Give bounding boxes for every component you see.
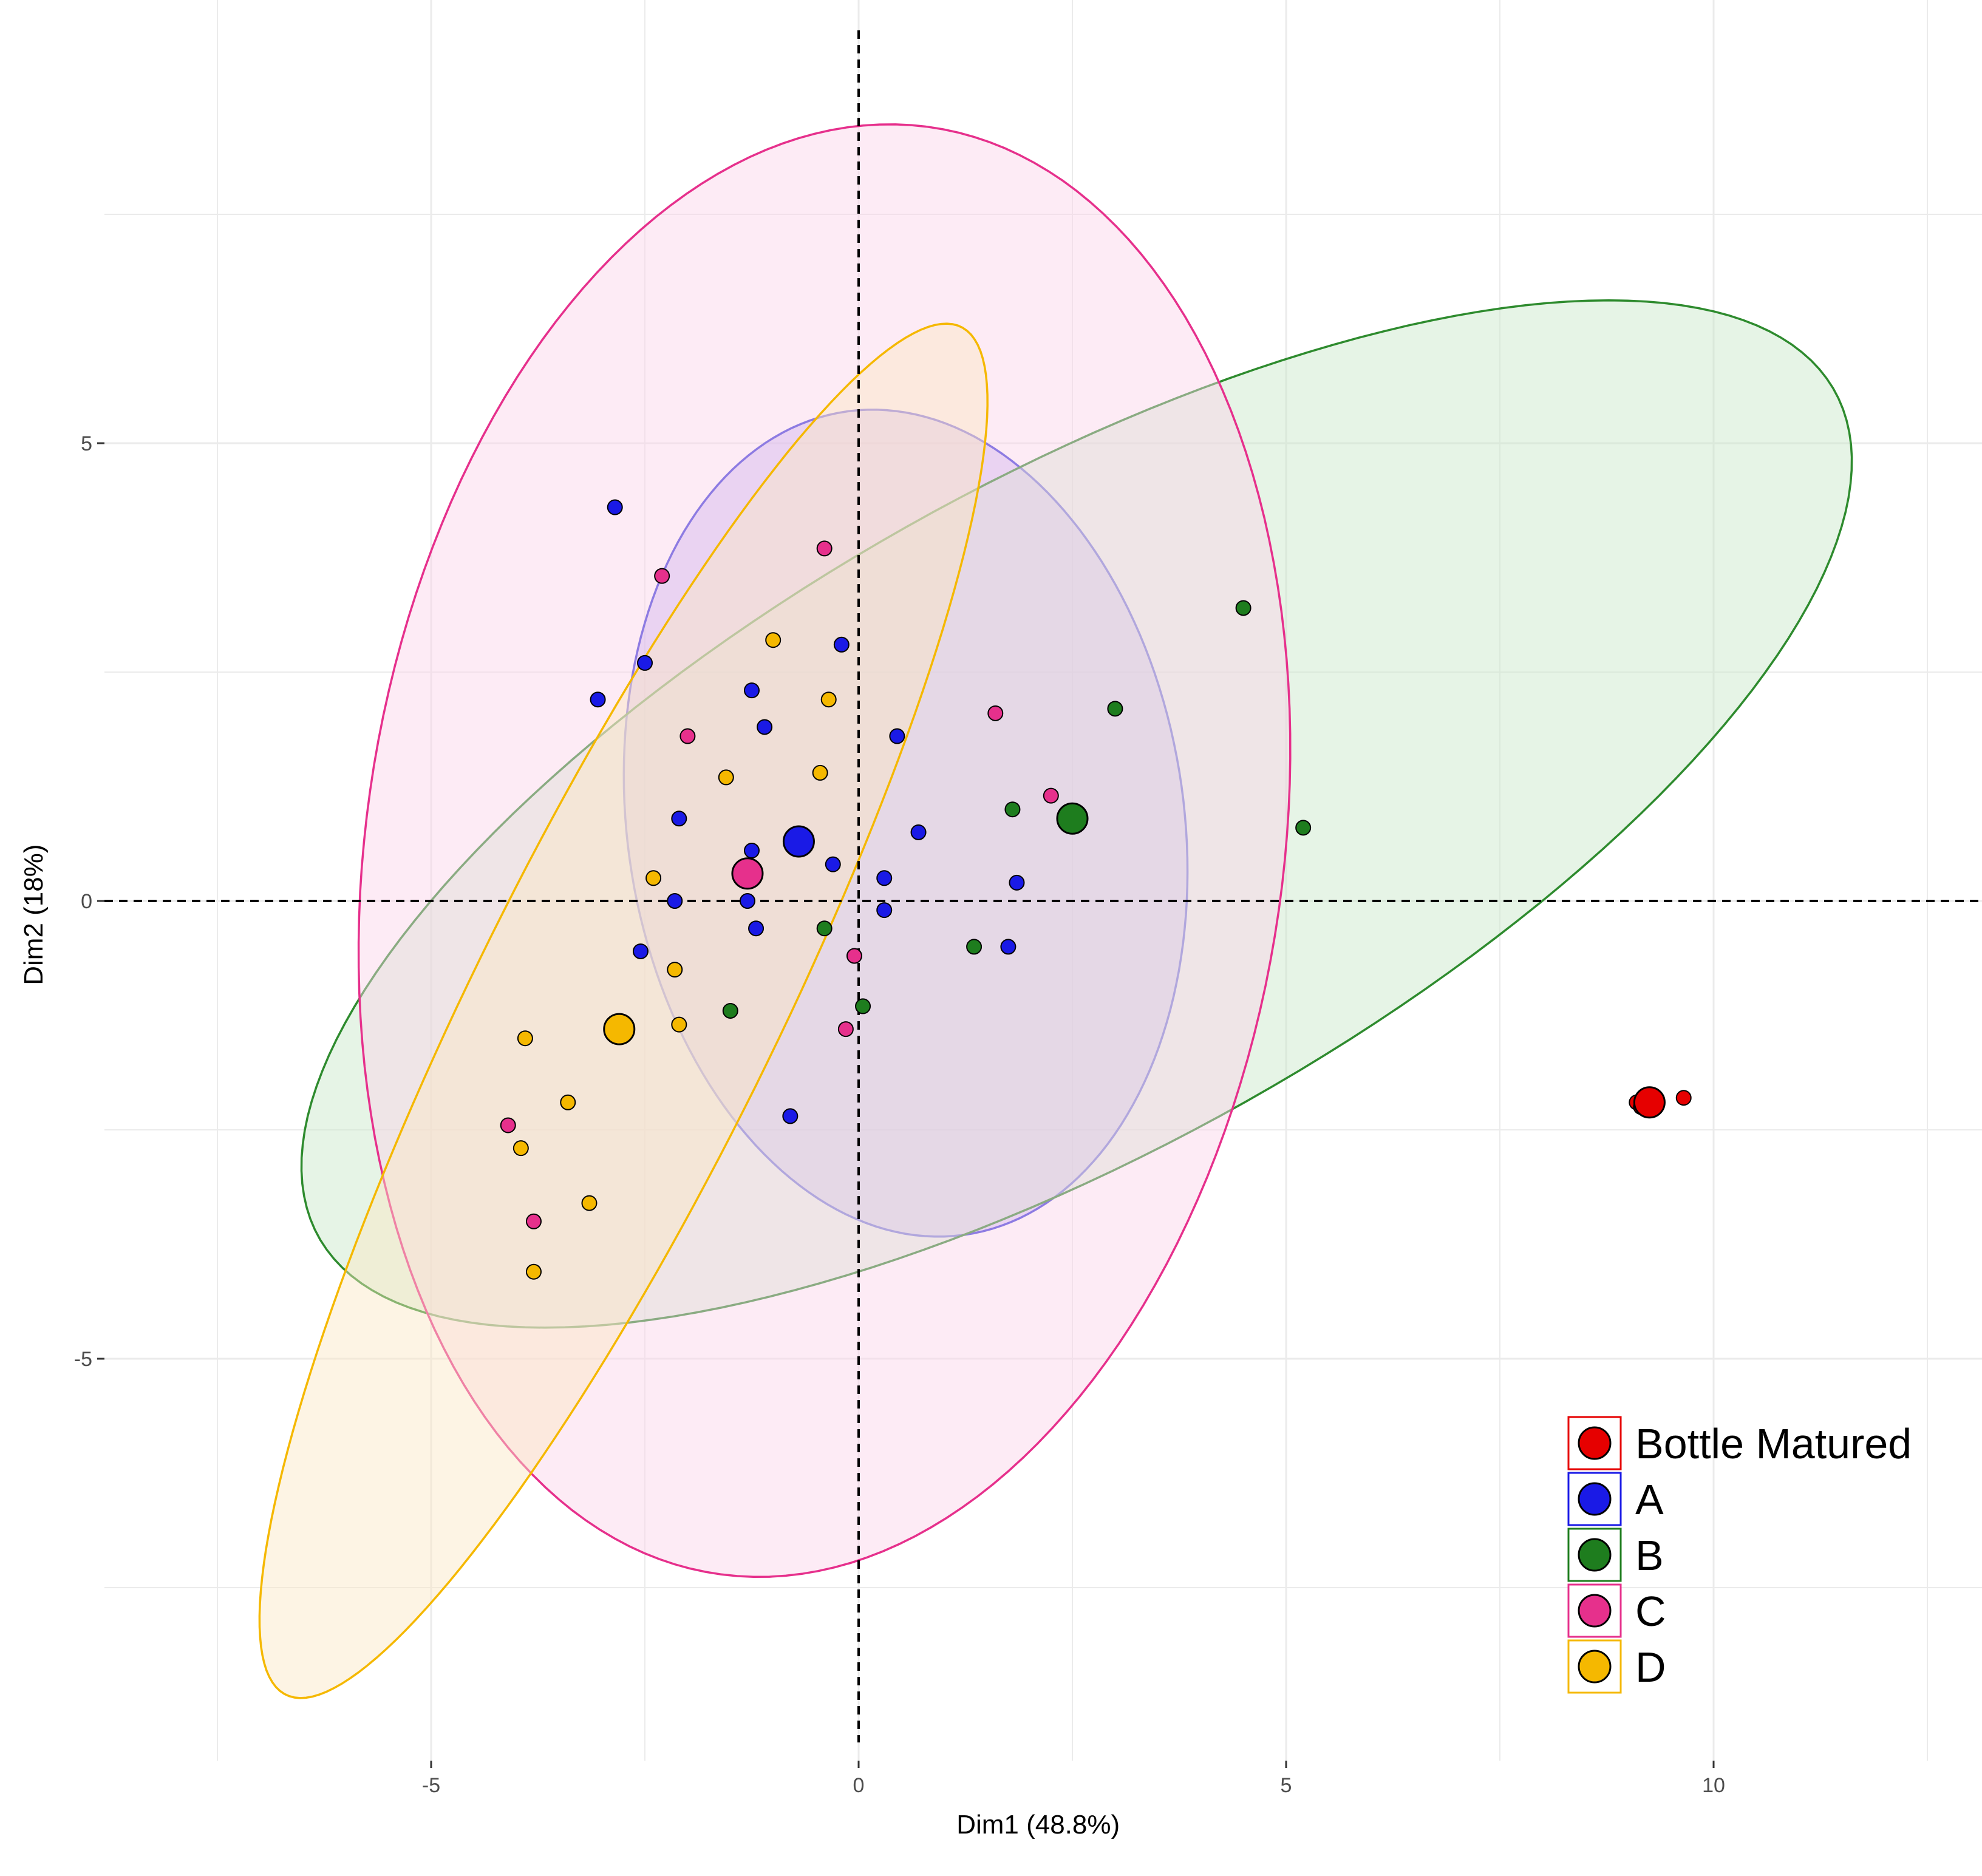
data-point-a <box>910 824 927 840</box>
data-point-a <box>590 692 606 708</box>
data-point-a <box>833 636 850 653</box>
data-point-b <box>1107 701 1123 717</box>
data-points <box>500 499 1692 1280</box>
legend-label: Bottle Matured <box>1635 1420 1912 1467</box>
data-point-b <box>1004 801 1021 818</box>
data-point-d <box>581 1195 598 1211</box>
legend-item-bottle-matured: Bottle Matured <box>1567 1416 1912 1470</box>
data-point-a <box>748 920 765 937</box>
ellipse-c <box>357 123 1292 1579</box>
data-point-d <box>560 1094 576 1110</box>
y-tick-label: -5 <box>74 1348 92 1371</box>
data-point-a <box>889 728 905 744</box>
data-point-a <box>667 893 683 909</box>
x-axis-ticks: -5 0 5 10 <box>422 1761 1725 1797</box>
x-axis-label: Dim1 (48.8%) <box>956 1810 1120 1840</box>
x-tick-label: 10 <box>1702 1774 1725 1797</box>
data-point-d <box>765 632 782 648</box>
data-point-b <box>816 920 833 937</box>
data-point-c <box>679 728 696 744</box>
data-point-d <box>671 1016 687 1033</box>
legend-marker <box>1578 1650 1612 1684</box>
legend-item-b: B <box>1567 1528 1664 1582</box>
data-point-c <box>987 705 1004 721</box>
data-point-c <box>654 568 670 584</box>
centroid-d <box>603 1013 636 1045</box>
y-tick-label: 5 <box>81 432 92 455</box>
group-centroids <box>603 802 1666 1119</box>
ellipse-d <box>258 322 989 1699</box>
x-tick-label: -5 <box>422 1774 440 1797</box>
legend-marker <box>1578 1482 1612 1516</box>
grid-lines <box>104 0 1982 1761</box>
data-point-c <box>525 1213 542 1229</box>
data-point-d <box>812 764 828 781</box>
data-point-c <box>1043 787 1059 804</box>
reference-lines <box>104 30 1982 1742</box>
data-point-a <box>671 811 687 827</box>
data-point-d <box>718 769 734 786</box>
data-point-a <box>782 1108 799 1124</box>
data-point-a <box>632 943 649 959</box>
centroid-a <box>782 825 815 858</box>
data-point-d <box>820 692 837 708</box>
data-point-c <box>846 948 862 964</box>
data-point-d <box>667 962 683 978</box>
y-axis-label: Dim2 (18%) <box>19 844 49 985</box>
centroid-c <box>731 857 764 890</box>
data-point-a <box>637 654 653 671</box>
data-point-d <box>517 1030 533 1047</box>
y-axis-ticks: -5 0 5 <box>74 432 104 1371</box>
data-point-b <box>1295 820 1312 836</box>
legend-item-d: D <box>1567 1639 1666 1694</box>
data-point-bottle-matured <box>1675 1090 1692 1106</box>
ellipse-a <box>622 409 1189 1238</box>
data-point-b <box>722 1002 738 1019</box>
data-point-b <box>1235 600 1252 616</box>
y-tick-label: 0 <box>81 890 92 913</box>
data-point-c <box>837 1021 854 1038</box>
data-point-a <box>744 682 760 699</box>
legend-marker <box>1578 1594 1612 1628</box>
legend-label: B <box>1635 1532 1664 1579</box>
data-point-c <box>816 540 833 557</box>
data-point-a <box>757 719 773 735</box>
x-tick-label: 5 <box>1281 1774 1292 1797</box>
data-point-d <box>525 1263 542 1280</box>
data-point-a <box>1009 874 1025 891</box>
data-point-a <box>1000 939 1017 955</box>
data-point-d <box>513 1140 529 1157</box>
centroid-bottle-matured <box>1633 1086 1666 1119</box>
data-point-b <box>855 998 871 1014</box>
data-point-a <box>825 856 841 872</box>
data-point-a <box>876 870 893 886</box>
legend-label: D <box>1635 1643 1666 1691</box>
data-point-d <box>645 870 662 886</box>
data-point-a <box>744 843 760 859</box>
legend-marker <box>1578 1538 1612 1572</box>
centroid-b <box>1056 802 1089 835</box>
legend-item-a: A <box>1567 1472 1664 1526</box>
data-point-b <box>966 939 982 955</box>
legend-label: A <box>1635 1476 1664 1523</box>
legend-marker <box>1578 1426 1612 1460</box>
data-point-c <box>500 1117 516 1133</box>
data-point-a <box>876 902 893 919</box>
legend-item-c: C <box>1567 1583 1666 1638</box>
x-tick-label: 0 <box>853 1774 865 1797</box>
legend-label: C <box>1635 1588 1666 1635</box>
data-point-a <box>607 499 623 515</box>
data-point-a <box>739 893 755 909</box>
